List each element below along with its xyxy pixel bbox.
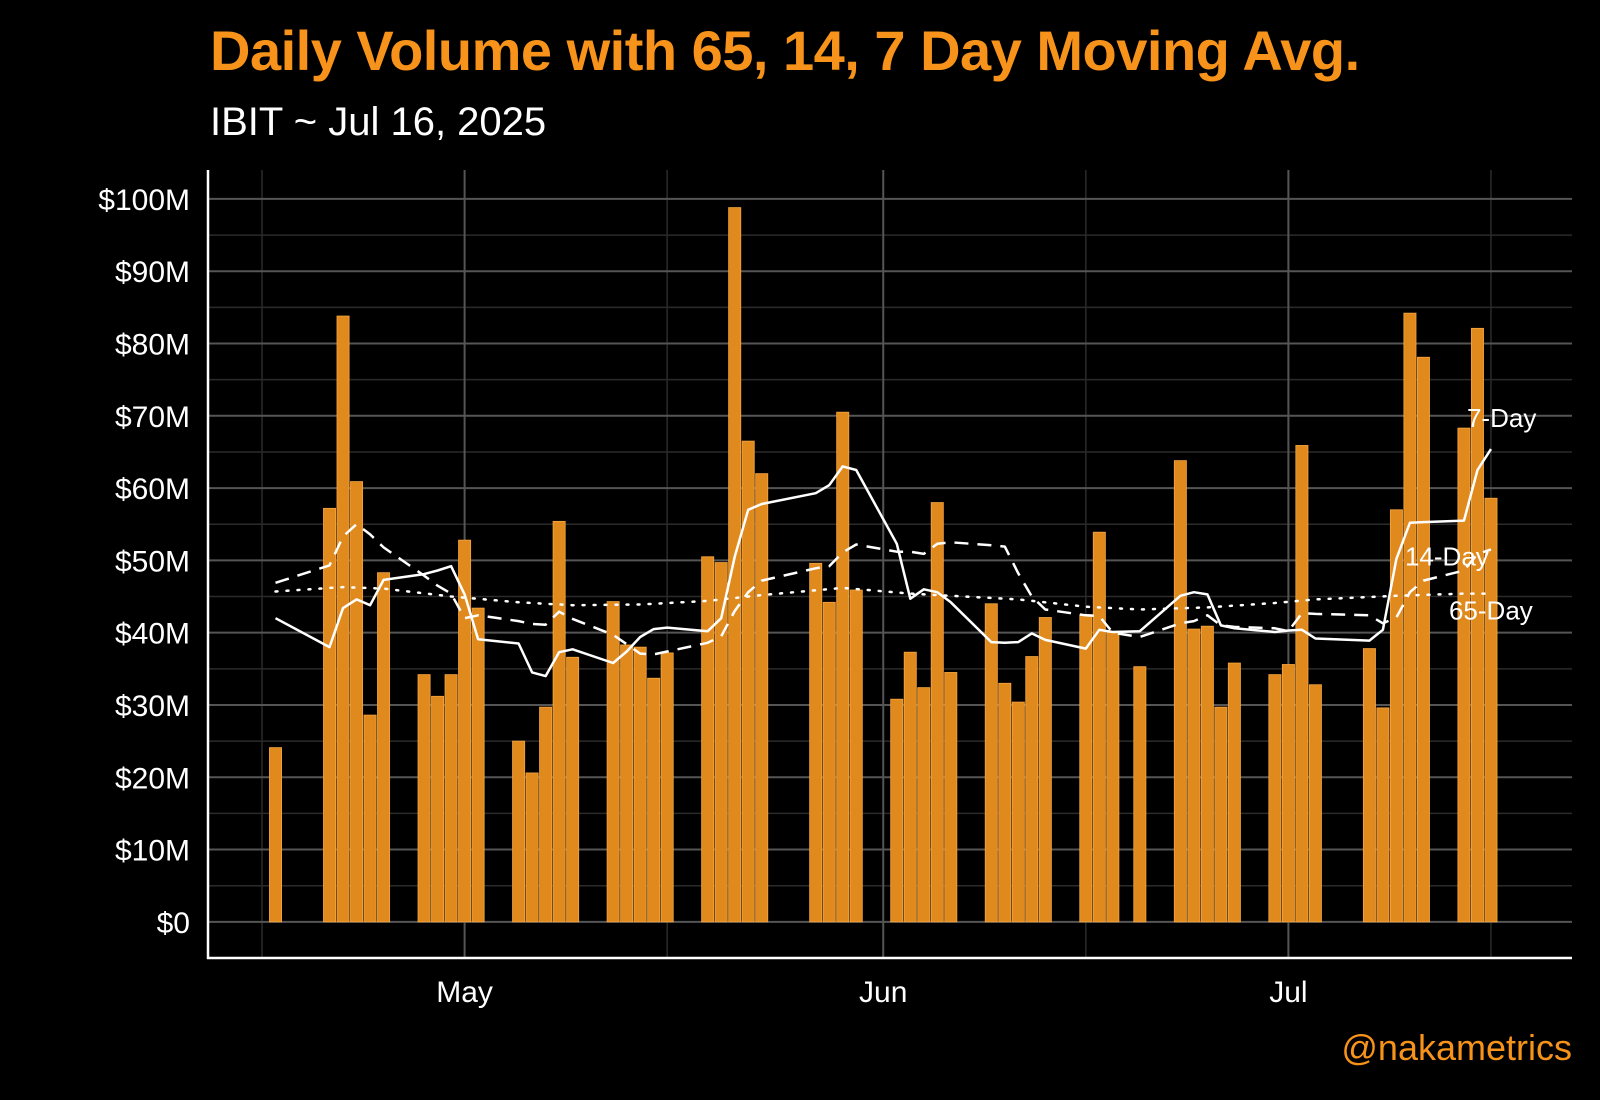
volume-bar [525,772,539,923]
volume-bar [917,687,931,923]
volume-bar [984,603,998,923]
x-tick-label: Jul [1269,976,1307,1009]
volume-bar [930,502,944,923]
volume-bar [998,682,1012,923]
x-tick-label: Jun [859,976,907,1009]
volume-bar [1362,648,1376,923]
volume-bar [458,539,472,923]
volume-bar [1038,617,1052,923]
credit-handle: @nakametrics [1341,1027,1572,1068]
volume-bar [1025,656,1039,923]
volume-bar [431,695,445,923]
volume-bar [471,607,485,923]
volume-bar [323,507,337,923]
volume-bar [444,674,458,923]
volume-bar [849,589,863,923]
volume-bar [714,562,728,923]
volume-bar [1268,674,1282,923]
volume-bar [417,674,431,923]
volume-bar [1200,625,1214,923]
axis-layer [206,170,1572,960]
volume-bar [1011,701,1025,923]
volume-bar [903,651,917,923]
volume-bar [701,556,715,923]
volume-bar [1227,662,1241,923]
x-tick-label: May [436,976,493,1009]
y-tick-label: $40M [115,618,190,651]
volume-bar [944,672,958,923]
volume-bar [1106,632,1120,923]
volume-bar [620,644,634,923]
volume-bar [552,520,566,923]
volume-bar [1403,312,1417,923]
volume-bar [1295,445,1309,923]
line-65-day [274,585,1493,611]
volume-bar [377,572,391,923]
volume-bar [1416,356,1430,923]
volume-bar [755,473,769,923]
y-tick-label: $70M [115,401,190,434]
volume-bar [890,698,904,923]
volume-bar [512,740,526,923]
volume-bar [1092,531,1106,923]
y-tick-label: $90M [115,256,190,289]
volume-bar [363,714,377,923]
y-tick-label: $50M [115,545,190,578]
volume-bar [1173,460,1187,923]
volume-bar [633,646,647,923]
volume-bar [606,601,620,923]
y-tick-label: $60M [115,473,190,506]
label-layer: $0 $10M $20M $30M $40M $50M $60M $70M $80M $90M $1… [98,184,1536,1009]
y-tick-label: $10M [115,835,190,868]
volume-bar [741,440,755,923]
y-tick-label: $20M [115,762,190,795]
volume-bar [539,706,553,923]
chart-title: Daily Volume with 65, 14, 7 Day Moving A… [210,19,1360,82]
volume-bar [728,207,742,923]
volume-bar [1281,664,1295,923]
chart-subtitle: IBIT ~ Jul 16, 2025 [210,100,547,144]
line-14-day [275,522,1492,656]
line-7-day [274,448,1493,678]
volume-bar [566,656,580,923]
volume-bar [1484,497,1498,923]
volume-bar [836,411,850,923]
volume-bar [1214,706,1228,923]
line-layer [274,448,1493,678]
volume-bar [647,677,661,923]
y-tick-label: $100M [98,184,190,217]
volume-bar [809,562,823,923]
y-tick-label: $0 [157,907,190,940]
volume-bar [1133,666,1147,923]
volume-bar [269,747,283,923]
volume-bar [1376,707,1390,923]
volume-bar [1187,628,1201,923]
volume-bar [1079,614,1093,923]
series-label: 7-Day [1467,403,1536,433]
volume-bar [350,481,364,923]
volume-bar [822,601,836,923]
y-tick-label: $80M [115,329,190,362]
volume-bar [1457,427,1471,923]
grid-layer [208,170,1572,958]
volume-bar [1308,684,1322,923]
y-tick-label: $30M [115,690,190,723]
volume-bar [336,315,350,923]
bar-layer [269,207,1498,923]
volume-bar [660,652,674,923]
volume-bar [1389,509,1403,923]
series-label: 65-Day [1449,596,1533,626]
series-label: 14-Day [1405,542,1489,572]
